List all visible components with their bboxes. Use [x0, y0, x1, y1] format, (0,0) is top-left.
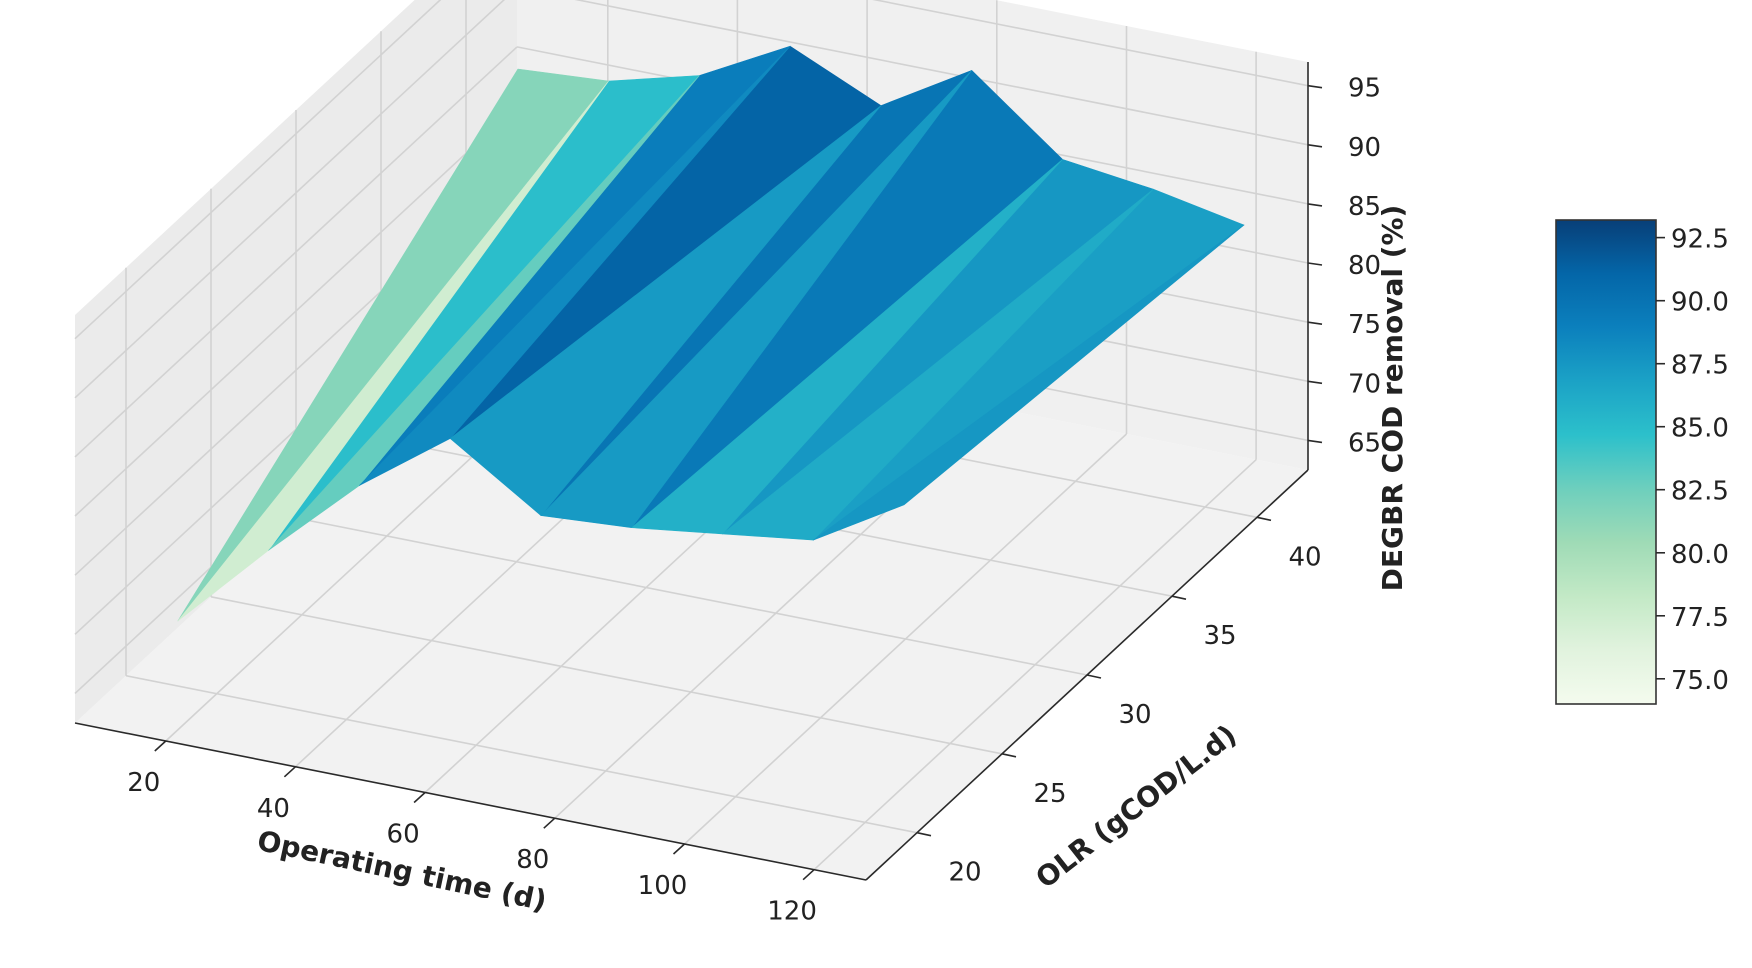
surface-facet — [449, 105, 882, 516]
z-tick-mark — [1307, 144, 1323, 148]
x-tick-label: 40 — [257, 794, 290, 824]
grid-line-y-floor — [125, 674, 918, 834]
tick-labels: 20 40 60 80 100 120 20 25 30 35 40 65 70 75 80 85 90 95 — [127, 74, 1381, 927]
y-tick-label: 30 — [1118, 700, 1151, 730]
z-tick-mark — [1307, 262, 1323, 266]
x-tick-mark — [283, 766, 296, 778]
z-tick-mark — [1307, 380, 1323, 385]
z-tick-mark — [1307, 321, 1323, 325]
surface-facet — [177, 80, 609, 622]
surface-facet — [268, 75, 700, 551]
x-tick-mark — [154, 740, 167, 752]
colorbar-ticks: 75.0 77.5 80.0 82.5 85.0 87.5 90.0 92.5 — [1656, 225, 1729, 696]
colorbar-tick-label: 77.5 — [1671, 603, 1729, 633]
x-tick-label: 60 — [387, 820, 420, 850]
z-tick-label: 80 — [1348, 251, 1381, 281]
grid-line-y-floor — [210, 596, 1003, 755]
y-tick-label: 25 — [1033, 779, 1066, 809]
grid-line-z-wall — [74, 0, 442, 340]
x-tick-label: 20 — [127, 768, 160, 798]
y-tick-mark — [1086, 674, 1102, 679]
grid-line-z-wall — [74, 105, 518, 517]
x-axis-line — [74, 722, 867, 881]
grid-line-z-back — [872, 0, 1309, 87]
z-tick-label: 95 — [1348, 74, 1381, 104]
grid-line-z-wall — [74, 0, 506, 399]
colorbar-gradient — [1555, 219, 1657, 705]
x-tick-mark — [802, 869, 815, 881]
y-tick-label: 40 — [1288, 542, 1321, 572]
surface-facet — [540, 70, 973, 529]
z-tick-label: 75 — [1348, 310, 1381, 340]
y-tick-label: 35 — [1203, 621, 1236, 651]
surface-mesh — [177, 45, 1245, 622]
z-tick-label: 85 — [1348, 192, 1381, 222]
z-tick-label: 90 — [1348, 133, 1381, 163]
z-tick-mark — [1307, 439, 1323, 444]
x-tick-mark — [543, 817, 556, 829]
y-tick-mark — [916, 831, 932, 837]
z-tick-mark — [1307, 203, 1323, 207]
grid-line-y-floor — [295, 517, 1088, 676]
grid-line-z-back — [574, 0, 1309, 146]
z-tick-mark — [1307, 84, 1323, 89]
x-tick-label: 100 — [638, 871, 688, 901]
colorbar-tick-label: 75.0 — [1671, 666, 1729, 696]
surface-facet — [359, 45, 791, 486]
surface-facet — [631, 159, 1063, 535]
surface-facet — [812, 224, 1245, 541]
colorbar: 75.0 77.5 80.0 82.5 85.0 87.5 90.0 92.5 — [1555, 219, 1729, 705]
y-tick-label: 20 — [948, 858, 981, 888]
surface-facet — [722, 188, 1154, 541]
x-tick-mark — [672, 843, 686, 855]
y-tick-mark — [1256, 516, 1272, 522]
colorbar-tick-label: 82.5 — [1671, 477, 1729, 507]
x-tick-mark — [413, 791, 426, 804]
colorbar-tick-label: 85.0 — [1671, 414, 1729, 444]
colorbar-tick-label: 92.5 — [1671, 225, 1729, 255]
y-tick-mark — [1001, 753, 1017, 758]
x-tick-label: 120 — [767, 897, 817, 927]
y-tick-mark — [1171, 595, 1187, 600]
grid-line-z-wall — [74, 46, 518, 458]
z-axis-label: DEGBR COD removal (%) — [1376, 205, 1409, 592]
colorbar-tick-label: 90.0 — [1671, 288, 1729, 318]
x-tick-label: 80 — [516, 845, 549, 875]
z-tick-label: 70 — [1348, 369, 1381, 399]
z-tick-label: 65 — [1348, 428, 1381, 458]
colorbar-tick-label: 80.0 — [1671, 540, 1729, 570]
colorbar-tick-label: 87.5 — [1671, 351, 1729, 381]
